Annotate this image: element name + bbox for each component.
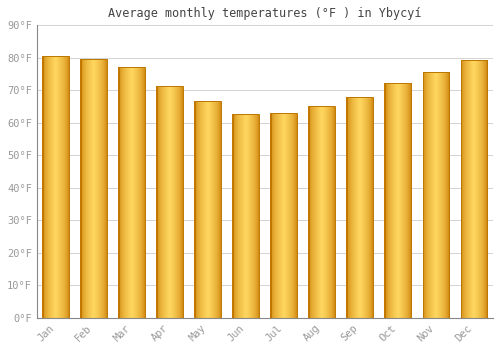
Title: Average monthly temperatures (°F ) in Ybycуí: Average monthly temperatures (°F ) in Yb… [108, 7, 422, 20]
Bar [384, 83, 411, 318]
Bar [346, 97, 374, 318]
Bar [422, 72, 450, 318]
Bar [80, 59, 107, 318]
Bar [460, 60, 487, 318]
Bar [308, 106, 336, 318]
Bar [270, 113, 297, 318]
Bar [194, 101, 221, 318]
Bar [118, 67, 145, 318]
Bar [42, 56, 69, 318]
Bar [232, 114, 259, 318]
Bar [156, 86, 183, 318]
